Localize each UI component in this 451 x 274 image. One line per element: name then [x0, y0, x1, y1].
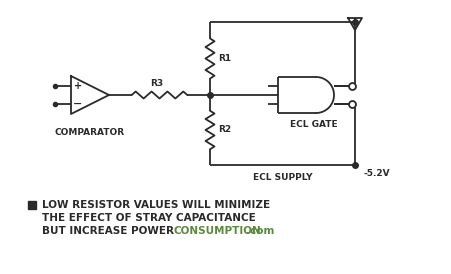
- Text: R1: R1: [218, 54, 231, 63]
- Text: .com: .com: [246, 226, 274, 236]
- Text: CONSUMPTION: CONSUMPTION: [174, 226, 262, 236]
- Text: COMPARATOR: COMPARATOR: [55, 128, 125, 137]
- Text: -5.2V: -5.2V: [363, 169, 390, 178]
- Text: ECL SUPPLY: ECL SUPPLY: [253, 173, 312, 182]
- Text: +: +: [74, 81, 82, 92]
- Text: R3: R3: [150, 79, 163, 88]
- Text: BUT INCREASE POWER: BUT INCREASE POWER: [42, 226, 178, 236]
- Text: R2: R2: [218, 125, 231, 135]
- Text: LOW RESISTOR VALUES WILL MINIMIZE: LOW RESISTOR VALUES WILL MINIMIZE: [42, 200, 270, 210]
- Bar: [28, 201, 36, 209]
- Text: −: −: [74, 99, 83, 109]
- Text: THE EFFECT OF STRAY CAPACITANCE: THE EFFECT OF STRAY CAPACITANCE: [42, 213, 256, 223]
- Text: ECL GATE: ECL GATE: [290, 120, 338, 129]
